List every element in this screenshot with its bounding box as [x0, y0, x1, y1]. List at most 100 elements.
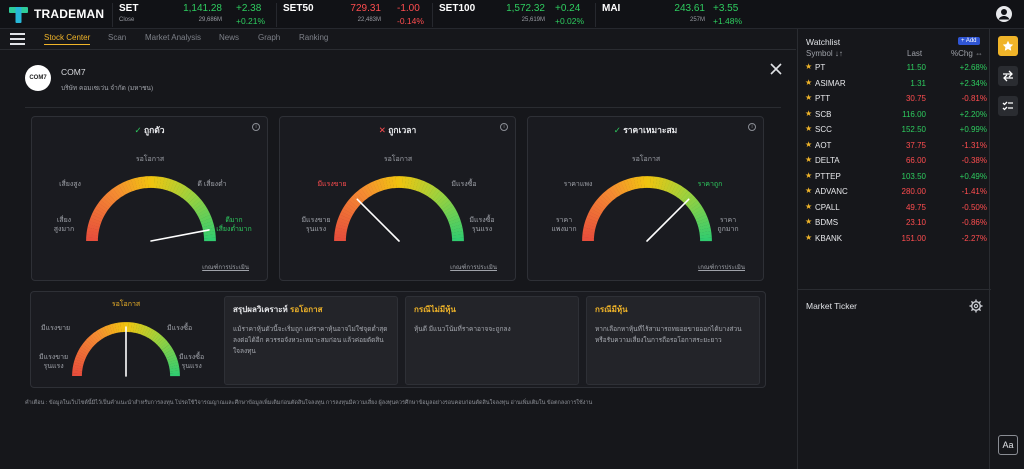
info-icon[interactable]: i [748, 123, 756, 131]
tab-graph[interactable]: Graph [258, 33, 281, 42]
info-icon[interactable]: i [500, 123, 508, 131]
gauge-arc-segment [663, 179, 671, 192]
index-name: SET100 [439, 3, 476, 14]
gauge-arc-segment [678, 188, 688, 200]
watchlist-row[interactable]: ★ ASIMAR 1.31 +2.34% [798, 78, 991, 93]
watchlist-row[interactable]: ★ PTT 30.75 -0.81% [798, 93, 991, 108]
gauge-arc-segment [87, 224, 100, 230]
index-volume: 29,686M [198, 17, 222, 23]
star-icon[interactable]: ★ [805, 77, 813, 87]
header-symbol[interactable]: Symbol ↓↑ [806, 49, 843, 58]
watchlist-row[interactable]: ★ AOT 37.75 -1.31% [798, 140, 991, 155]
checklist-button[interactable] [998, 96, 1018, 116]
close-icon[interactable] [769, 62, 783, 76]
watchlist-row[interactable]: ★ CPALL 49.75 -0.50% [798, 202, 991, 217]
gauge-label-left-upper: เสี่ยงสูง [59, 181, 81, 188]
add-watchlist-button[interactable]: + Add [958, 37, 980, 45]
criteria-link[interactable]: เกณฑ์การประเมิน [450, 265, 497, 271]
watchlist-row[interactable]: ★ SCB 116.00 +2.20% [798, 109, 991, 124]
tab-news[interactable]: News [219, 33, 240, 42]
gauge-arc-segment [92, 332, 101, 342]
star-icon[interactable]: ★ [805, 139, 813, 149]
header-pct-change[interactable]: %Chg ⇔ [951, 49, 984, 58]
gauge-arc-segment [342, 205, 355, 215]
brand-logo[interactable]: TRADEMAN [8, 3, 104, 24]
criteria-link[interactable]: เกณฑ์การประเมิน [202, 265, 249, 271]
gauge-arc-segment [655, 176, 661, 190]
watchlist-row[interactable]: ★ PT 11.50 +2.68% [798, 62, 991, 77]
gauge-arc-segment [199, 214, 212, 223]
watchlist-last: 23.10 [905, 218, 926, 227]
gauge-arc-segment [167, 356, 178, 363]
watchlist-symbol: ADVANC [815, 187, 848, 196]
swap-button[interactable] [998, 66, 1018, 86]
star-icon[interactable]: ★ [805, 217, 813, 226]
gauge-arc-segment [73, 361, 84, 367]
watchlist-row[interactable]: ★ SCC 152.50 +0.99% [798, 124, 991, 139]
criteria-link[interactable]: เกณฑ์การประเมิน [698, 265, 745, 271]
card-right-time: ✕ ถูกเวลา i รอโอกาส มีแรงขาย มีแรงซื้อ ม… [279, 116, 516, 281]
gauge-arc-segment [446, 211, 459, 220]
gauge-arc-segment [430, 188, 440, 200]
gauge-arc-segment [366, 183, 376, 196]
star-icon[interactable]: ★ [805, 170, 813, 180]
gauge-arc-segment [137, 323, 143, 335]
gauge-arc-segment [695, 214, 708, 223]
header-last[interactable]: Last [907, 49, 923, 58]
gauge-arc-segment [106, 324, 113, 335]
have-stock-title: กรณีมีหุ้น [595, 305, 628, 314]
gauge-arc-segment [583, 224, 596, 230]
gauge-needle [356, 198, 400, 242]
watchlist-row[interactable]: ★ DELTA 66.00 -0.38% [798, 155, 991, 170]
gauge-arc-segment [162, 346, 173, 355]
gauge-arc-segment [137, 176, 143, 190]
font-size-button[interactable]: Aa [998, 435, 1018, 455]
gauge-arc-segment [660, 178, 668, 191]
watchlist-row[interactable]: ★ PTTEP 103.50 +0.49% [798, 171, 991, 186]
card-title: ราคาเหมาะสม [623, 125, 678, 135]
gauge-arc-segment [336, 220, 349, 228]
index-set50[interactable]: SET50 729.31 22,483M -1.00 -0.14% [276, 3, 431, 27]
star-icon[interactable]: ★ [805, 93, 813, 102]
index-mai[interactable]: MAI 243.61 257M +3.55 +1.48% [595, 3, 755, 27]
tab-stock-center[interactable]: Stock Center [44, 33, 91, 45]
index-change: -1.00 [397, 3, 420, 14]
favorites-button[interactable] [998, 36, 1018, 56]
star-icon[interactable]: ★ [805, 155, 813, 164]
star-icon[interactable]: ★ [805, 201, 813, 211]
gauge-arc-segment [689, 202, 702, 213]
watchlist-symbol: DELTA [815, 156, 840, 165]
star-icon[interactable]: ★ [805, 186, 813, 195]
gauge-arc-segment [355, 190, 366, 202]
watchlist-row[interactable]: ★ ADVANC 280.00 -1.41% [798, 186, 991, 201]
gauge-label-top: รอโอกาส [631, 156, 661, 163]
gauge-arc-segment [145, 327, 154, 338]
star-icon[interactable]: ★ [805, 108, 813, 118]
tab-market-analysis[interactable]: Market Analysis [145, 33, 202, 42]
info-icon[interactable]: i [252, 123, 260, 131]
gauge-arc-segment [587, 211, 600, 220]
watchlist-pct: +0.49% [959, 171, 987, 181]
gauge-arc-segment [658, 177, 664, 190]
star-icon[interactable]: ★ [805, 232, 813, 242]
gauge-needle [646, 198, 690, 242]
summary-analysis-title: สรุปผลวิเคราะห์ รอโอกาส [233, 303, 389, 316]
hamburger-menu-icon[interactable] [10, 32, 26, 46]
index-set[interactable]: SET Close 1,141.28 29,686M +2.38 +0.21% [112, 3, 267, 27]
watchlist-symbol: ASIMAR [815, 78, 846, 88]
star-icon[interactable]: ★ [805, 62, 813, 71]
tab-scan[interactable]: Scan [108, 33, 127, 42]
tab-ranking[interactable]: Ranking [299, 33, 329, 42]
gear-icon[interactable] [969, 299, 983, 313]
gauge-arc-segment [630, 177, 637, 190]
gauge-arc-segment [447, 214, 460, 223]
index-pct: +1.48% [713, 16, 743, 26]
summary-gauge-left-lower: มีแรงขาย รุนแรง [39, 354, 69, 370]
user-account-icon[interactable] [995, 5, 1013, 23]
watchlist-row[interactable]: ★ BDMS 23.10 -0.86% [798, 217, 991, 232]
star-icon[interactable]: ★ [805, 124, 813, 133]
watchlist-last: 49.75 [905, 202, 926, 212]
watchlist-row[interactable]: ★ KBANK 151.00 -2.27% [798, 233, 991, 248]
index-set100[interactable]: SET100 1,572.32 25,619M +0.24 +0.02% [432, 3, 592, 27]
index-pct: +0.02% [555, 16, 585, 26]
